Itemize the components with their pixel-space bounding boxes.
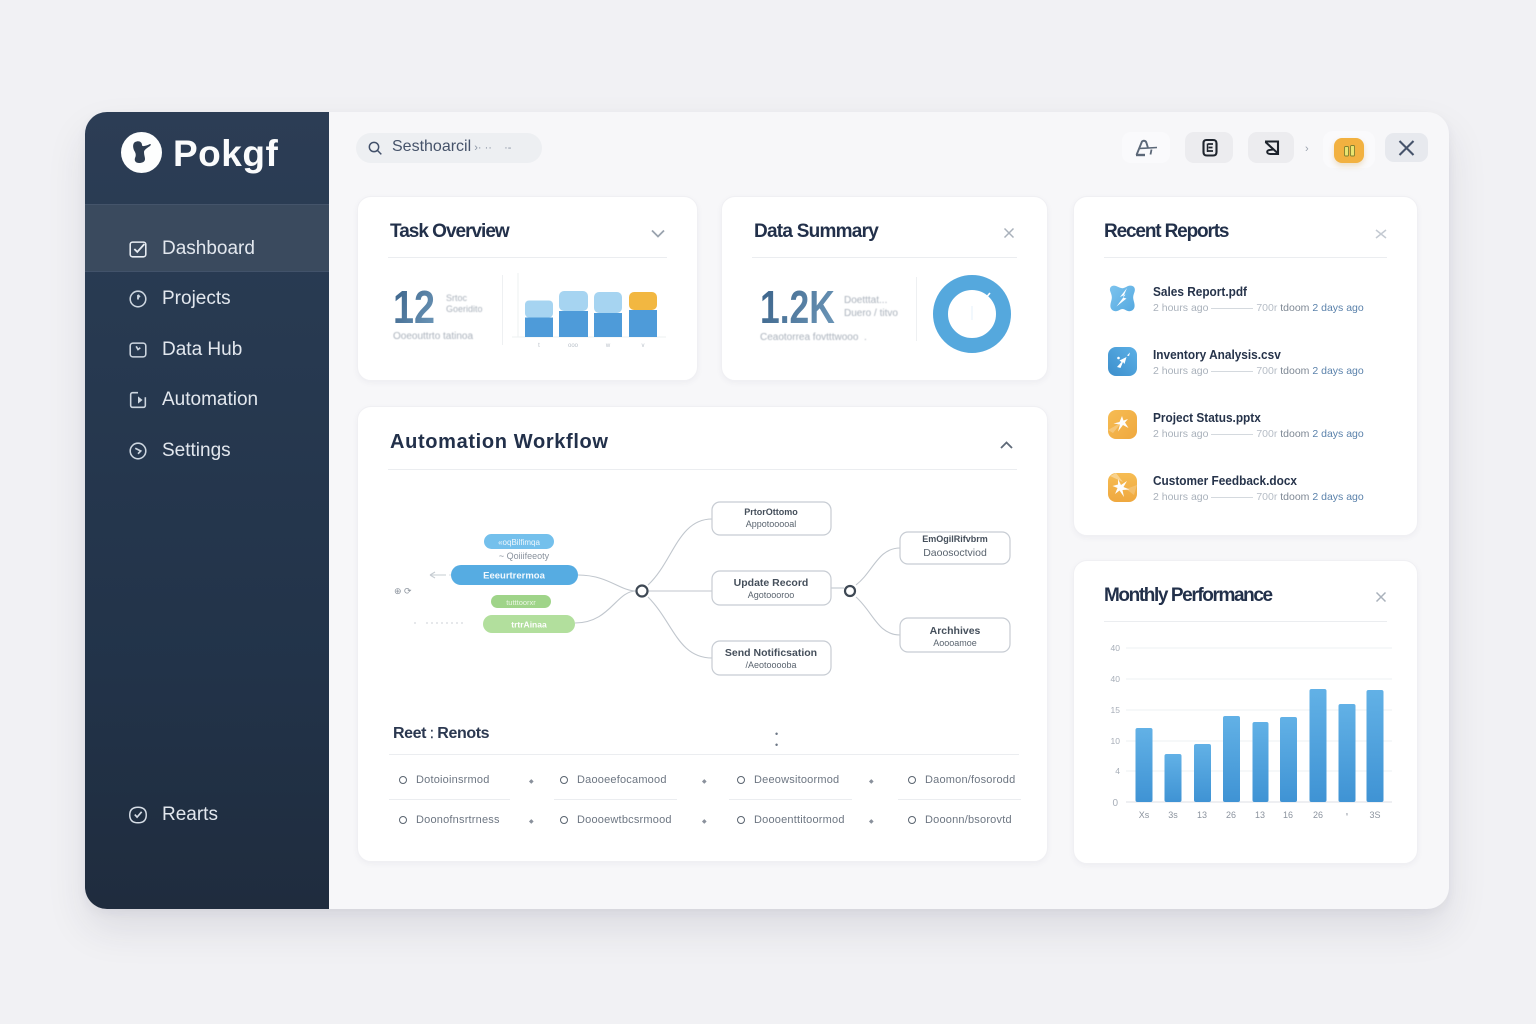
svg-text:16: 16 [1283,810,1293,820]
svg-text:13: 13 [1197,810,1207,820]
svg-text:Send Notificsation: Send Notificsation [725,647,817,659]
svg-text:Agotoooroo: Agotoooroo [748,590,795,600]
svg-text:PrtorOttomo: PrtorOttomo [744,507,798,517]
svg-text:Daoosoctviod: Daoosoctviod [923,547,987,559]
svg-text:Archhives: Archhives [930,625,981,637]
svg-text:Eeeurtrermoa: Eeeurtrermoa [483,571,545,582]
svg-text:10: 10 [1111,736,1121,746]
svg-text:w: w [605,343,611,349]
svg-text:40: 40 [1111,674,1121,684]
svg-text:⊕ ⟳: ⊕ ⟳ [394,586,412,596]
svg-text:0: 0 [1112,798,1118,809]
svg-text:~ Qoiiifeeoty: ~ Qoiiifeeoty [499,551,550,561]
svg-text:3S: 3S [1369,810,1380,820]
svg-text:ooo: ooo [568,343,579,349]
svg-text:EmOgilRifvbrm: EmOgilRifvbrm [922,534,988,544]
svg-text:26: 26 [1226,810,1236,820]
svg-text:v: v [642,343,645,349]
svg-text:t: t [538,343,540,349]
svg-text:trtrAinaa: trtrAinaa [511,620,547,630]
svg-text:4: 4 [1115,766,1120,776]
svg-text:Aoooamoe: Aoooamoe [933,638,977,648]
svg-text:Appotooooal: Appotooooal [746,519,797,529]
svg-text:3s: 3s [1168,810,1178,820]
svg-text:40: 40 [1111,643,1121,653]
svg-text:Update Record: Update Record [734,577,809,589]
svg-text:ⁿ: ⁿ [1346,812,1349,819]
svg-text:/Aeotooooba: /Aeotooooba [745,660,796,670]
svg-text:Xs: Xs [1139,810,1150,820]
svg-text:tutttoorxr: tutttoorxr [506,598,536,607]
svg-text:26: 26 [1313,810,1323,820]
svg-text:«oqBilfimqa: «oqBilfimqa [498,538,540,547]
svg-text:13: 13 [1255,810,1265,820]
svg-text:15: 15 [1111,705,1121,715]
